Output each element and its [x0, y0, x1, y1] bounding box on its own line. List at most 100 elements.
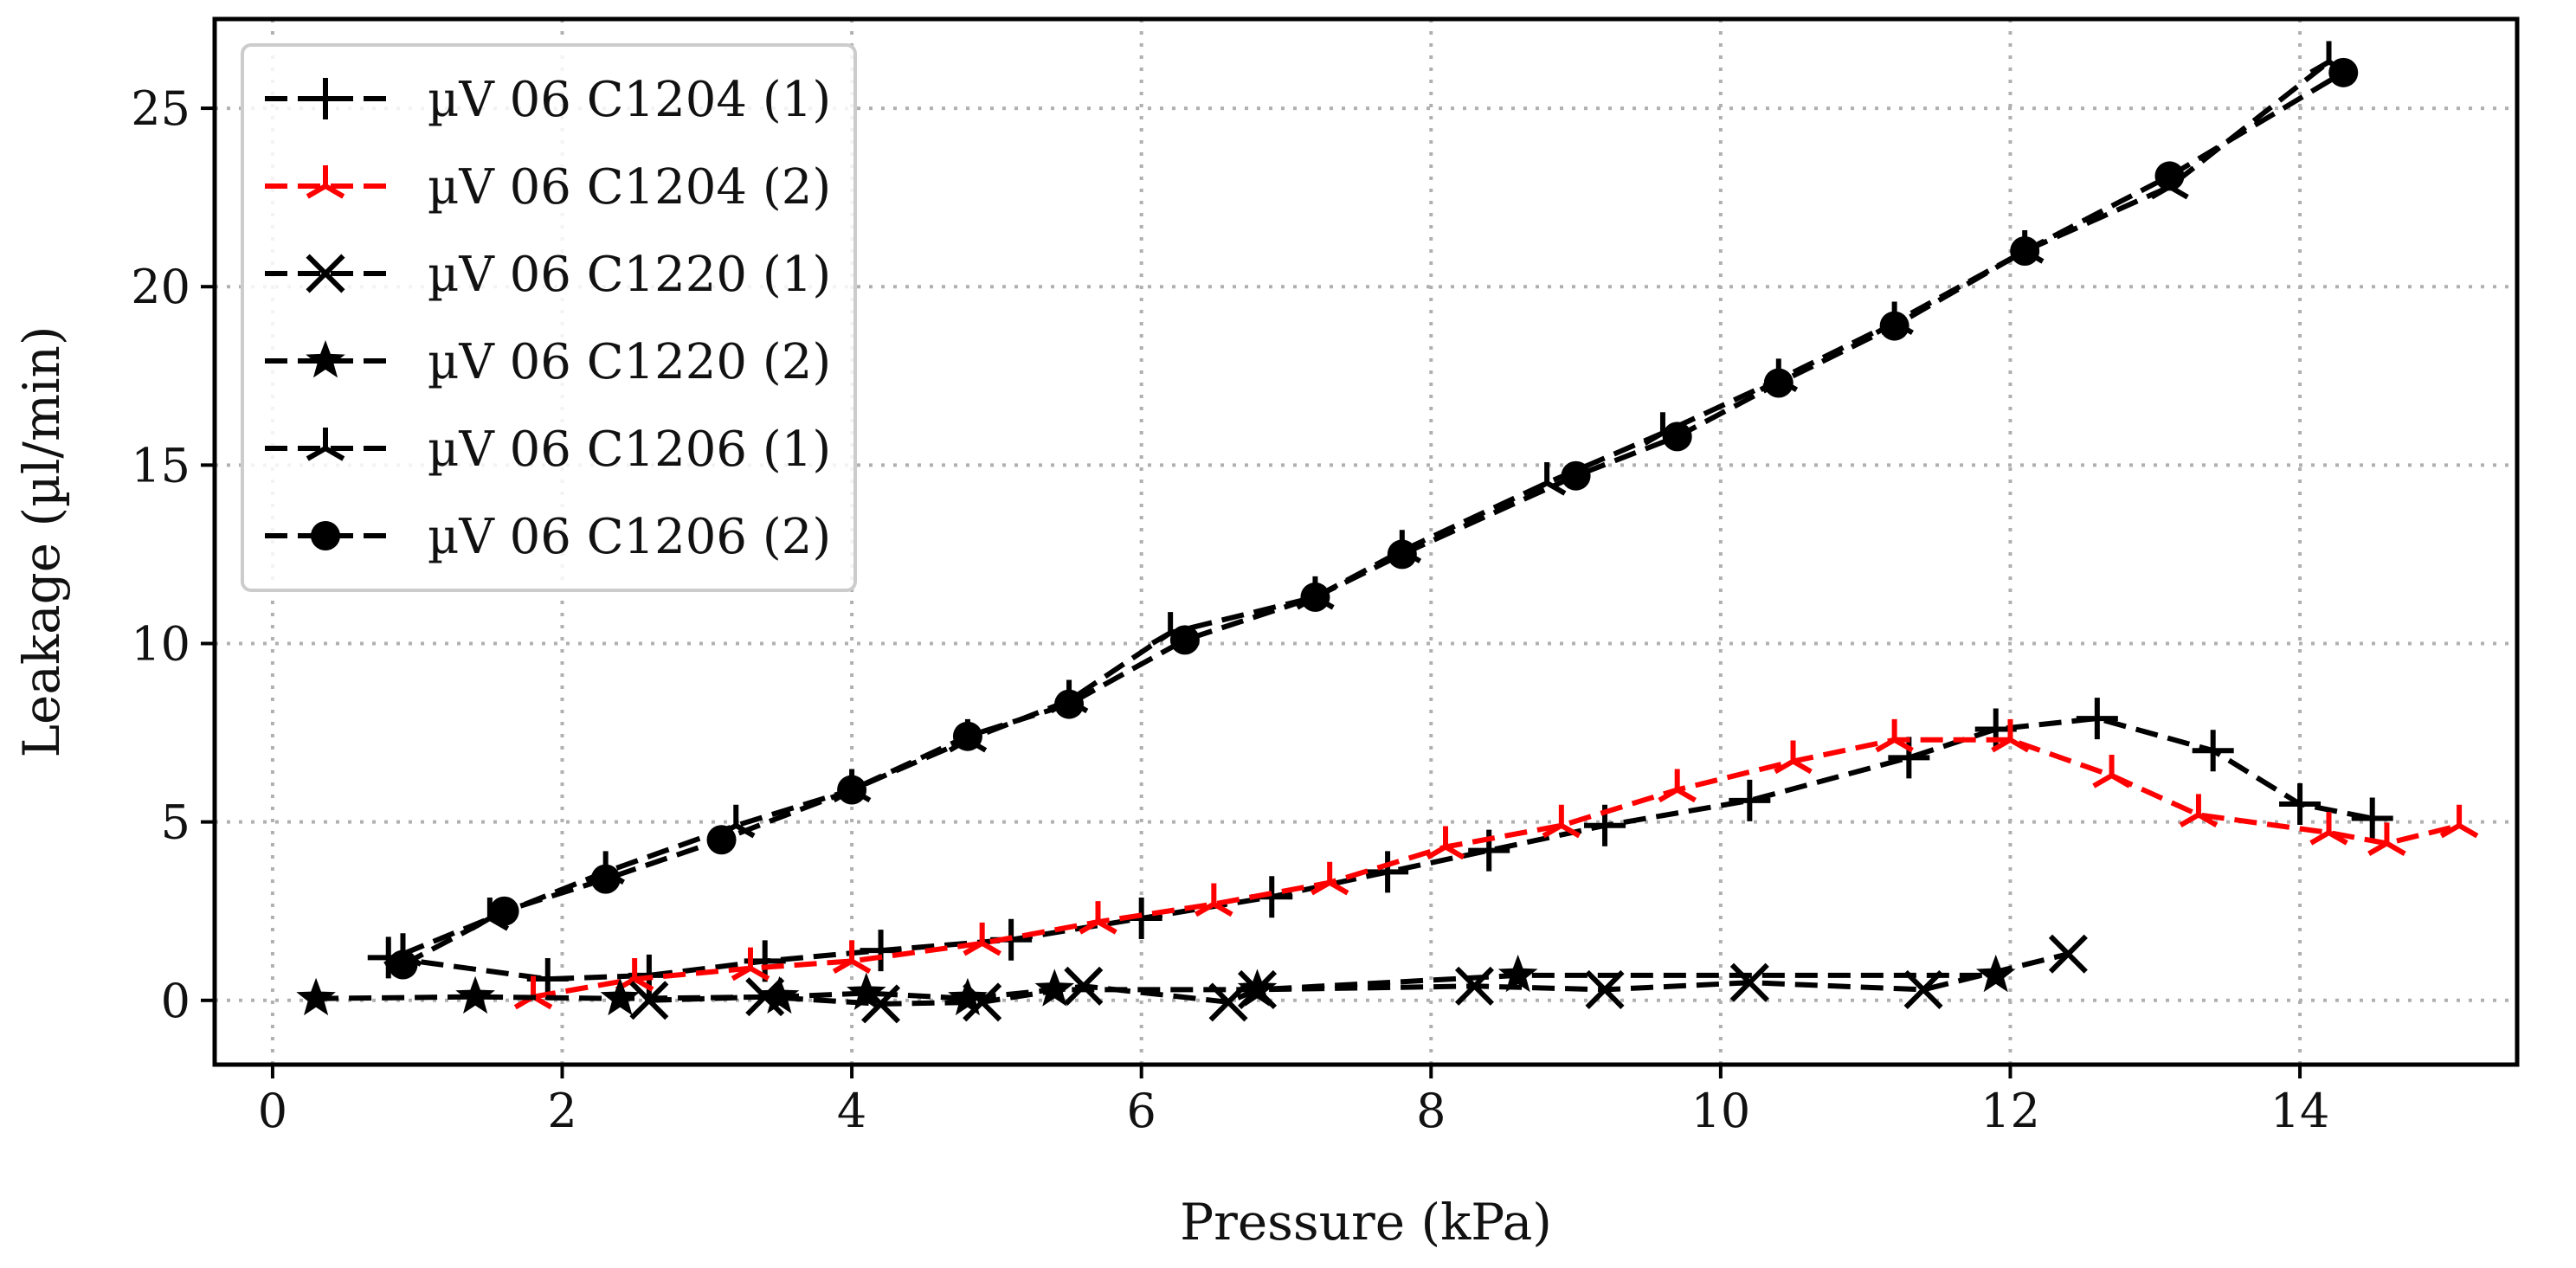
y-axis-title: Leakage (µl/min) [12, 326, 71, 758]
data-point-circle [388, 949, 418, 980]
data-point-tri [2092, 755, 2131, 788]
data-point-tri [832, 940, 872, 975]
plot-frame [212, 16, 2520, 1067]
data-point-tri [306, 428, 345, 461]
data-point-x [1454, 966, 1494, 1006]
data-point-tri [1875, 718, 1914, 753]
legend-label: µV 06 C1220 (2) [428, 334, 831, 390]
data-point-circle [837, 775, 867, 805]
legend-item: µV 06 C1206 (2) [265, 509, 831, 565]
data-point-star [296, 977, 336, 1016]
data-point-star [1034, 969, 1075, 1007]
legend-item: µV 06 C1204 (2) [265, 159, 831, 216]
x-axis-title: Pressure (kPa) [1180, 1193, 1552, 1252]
data-point-circle [489, 896, 519, 926]
data-point-tri [1658, 769, 1697, 803]
data-point-tri [2439, 804, 2479, 839]
x-tick-label: 10 [1691, 1084, 1751, 1138]
y-tick-label: 0 [161, 974, 190, 1028]
data-point-x [1729, 962, 1769, 1002]
data-point-tri [2367, 822, 2406, 856]
ticks: 0 2 4 6 8 10 12 14 0 5 10 15 20 25 [131, 81, 2329, 1138]
data-point-plus [2279, 783, 2322, 826]
data-point-plus [305, 78, 346, 119]
data-point-tri [731, 947, 770, 982]
data-point-tri [1774, 740, 1813, 775]
data-point-tri [1542, 804, 1581, 839]
data-point-circle [1561, 460, 1591, 491]
data-point-circle [706, 825, 737, 855]
legend-item: µV 06 C1220 (2) [265, 334, 831, 390]
data-point-plus [2076, 698, 2118, 740]
series-layer [296, 41, 2479, 1024]
data-point-plus [2192, 730, 2234, 772]
y-tick-label: 15 [131, 438, 190, 492]
data-point-tri [306, 165, 345, 199]
data-point-star [1975, 954, 2016, 993]
legend-item: µV 06 C1220 (1) [265, 247, 831, 303]
data-point-star [1237, 969, 1278, 1007]
data-point-star [306, 340, 345, 378]
x-tick-label: 6 [1127, 1084, 1156, 1138]
data-point-tri [2309, 812, 2348, 846]
legend: µV 06 C1204 (1) µV 06 C1204 (2) µV 06 C122… [241, 43, 857, 592]
data-point-circle [311, 521, 340, 550]
data-point-circle [1879, 311, 1909, 341]
legend-label: µV 06 C1206 (1) [428, 422, 831, 478]
data-point-plus [1729, 779, 1771, 821]
x-tick-label: 14 [2270, 1084, 2330, 1138]
data-point-tri [1426, 826, 1465, 860]
data-point-circle [1169, 625, 1200, 655]
data-point-circle [2010, 235, 2040, 266]
data-point-tri [1991, 718, 2030, 753]
data-point-tri [1310, 861, 1349, 896]
data-point-x [2048, 934, 2088, 974]
x-tick-label: 8 [1416, 1084, 1446, 1138]
series-2 [513, 718, 2479, 1010]
data-point-plus [1888, 737, 1930, 779]
data-point-star [455, 975, 495, 1014]
data-point-circle [1662, 422, 1692, 452]
series-line [402, 70, 2345, 968]
data-point-star [948, 977, 988, 1016]
legend-box [241, 43, 857, 592]
legend-label: µV 06 C1206 (2) [428, 509, 831, 565]
data-point-circle [952, 721, 982, 751]
x-tick-label: 0 [258, 1084, 287, 1138]
data-point-circle [590, 864, 621, 894]
data-point-x [306, 254, 345, 293]
data-point-circle [2328, 57, 2359, 87]
data-point-circle [1300, 582, 1330, 612]
y-tick-label: 25 [131, 81, 190, 136]
data-point-tri [2179, 794, 2219, 827]
data-point-tri [1527, 461, 1567, 496]
data-point-star [847, 972, 886, 1010]
series-line [316, 972, 1996, 1001]
y-tick-label: 10 [131, 617, 190, 672]
data-point-circle [1054, 689, 1085, 719]
legend-label: µV 06 C1220 (1) [428, 247, 831, 303]
legend-label: µV 06 C1204 (1) [428, 72, 831, 128]
data-point-star [1497, 954, 1538, 993]
data-point-tri [1079, 901, 1117, 935]
data-point-x [1064, 966, 1104, 1006]
legend-item: µV 06 C1204 (1) [265, 72, 831, 128]
data-point-tri [963, 922, 1001, 956]
data-point-circle [1763, 368, 1794, 398]
legend-item: µV 06 C1206 (1) [265, 422, 831, 478]
y-tick-label: 5 [161, 795, 190, 850]
x-tick-label: 2 [547, 1084, 576, 1138]
y-tick-label: 20 [131, 260, 190, 314]
data-point-plus [2351, 797, 2393, 840]
series-4 [296, 954, 2016, 1016]
series-6 [388, 57, 2359, 980]
data-point-plus [1367, 851, 1409, 893]
data-point-circle [1387, 539, 1417, 570]
x-tick-label: 4 [837, 1084, 866, 1138]
data-point-star [600, 977, 641, 1016]
legend-label: µV 06 C1204 (2) [428, 159, 831, 216]
series-line [402, 60, 2331, 956]
x-tick-label: 12 [1980, 1084, 2040, 1138]
series-line [388, 716, 2373, 982]
